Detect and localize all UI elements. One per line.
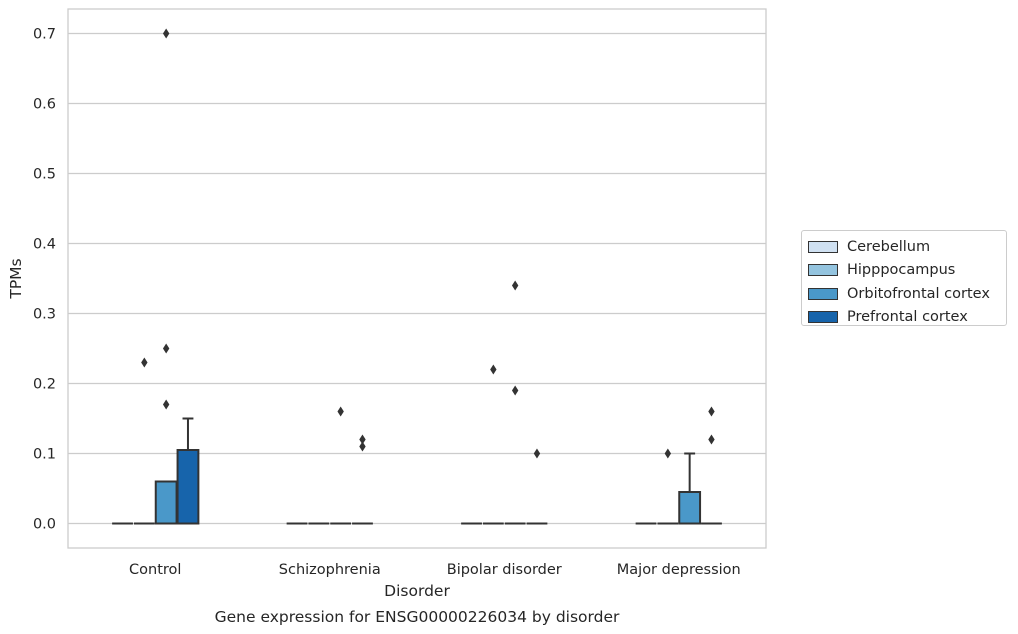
outlier-point bbox=[162, 343, 170, 354]
chart-title: Gene expression for ENSG00000226034 by d… bbox=[215, 608, 620, 626]
outlier-point bbox=[359, 441, 366, 452]
legend-item-orbitofrontal-cortex: Orbitofrontal cortex bbox=[808, 282, 1006, 306]
legend-item-prefrontal-cortex: Prefrontal cortex bbox=[808, 306, 1006, 330]
x-tick-label: Bipolar disorder bbox=[447, 562, 562, 578]
outlier-point bbox=[162, 399, 170, 410]
legend-item-cerebellum: Cerebellum bbox=[808, 235, 1006, 259]
outliers bbox=[141, 28, 715, 459]
legend-swatch bbox=[808, 264, 838, 277]
outlier-point bbox=[162, 28, 170, 39]
legend-swatch bbox=[808, 240, 838, 253]
box-orbitofrontal-cortex bbox=[678, 452, 702, 525]
box-body bbox=[678, 491, 702, 525]
box-prefrontal-cortex bbox=[176, 417, 200, 525]
outlier-point bbox=[511, 280, 519, 291]
legend-label: Cerebellum bbox=[847, 238, 931, 255]
outlier-point bbox=[664, 448, 672, 459]
outlier-point bbox=[359, 434, 366, 445]
y-tick-label: 0.2 bbox=[33, 377, 56, 393]
boxes bbox=[112, 417, 722, 525]
plot-area bbox=[67, 8, 767, 549]
x-axis-ticks: Control Schizophrenia Bipolar disorder Majo… bbox=[129, 562, 741, 578]
outlier-point bbox=[533, 448, 541, 459]
y-axis-ticks: 0.0 0.1 0.2 0.3 0.4 0.5 0.6 0.7 bbox=[33, 27, 56, 533]
x-tick-label: Schizophrenia bbox=[279, 562, 381, 578]
outlier-point bbox=[511, 385, 519, 396]
box-body bbox=[176, 449, 200, 525]
legend-item-hippocampus: Hipppocampus bbox=[808, 259, 1006, 283]
outlier-point bbox=[708, 406, 715, 417]
y-tick-label: 0.7 bbox=[33, 27, 56, 43]
legend: Cerebellum Hipppocampus Orbitofrontal co… bbox=[801, 230, 1007, 326]
outlier-point bbox=[490, 364, 497, 375]
legend-label: Prefrontal cortex bbox=[847, 309, 968, 326]
y-tick-label: 0.5 bbox=[33, 167, 56, 183]
y-tick-label: 0.1 bbox=[33, 447, 56, 463]
grid-lines bbox=[68, 32, 766, 525]
x-tick-label: Major depression bbox=[617, 562, 741, 578]
legend-swatch bbox=[808, 287, 838, 300]
y-tick-label: 0.3 bbox=[33, 307, 56, 323]
legend-label: Hipppocampus bbox=[847, 262, 956, 279]
legend-swatch bbox=[808, 311, 838, 324]
x-axis-label: Disorder bbox=[384, 582, 450, 600]
y-tick-label: 0.6 bbox=[33, 97, 56, 113]
y-tick-label: 0.0 bbox=[33, 517, 56, 533]
legend-label: Orbitofrontal cortex bbox=[847, 285, 990, 302]
outlier-point bbox=[337, 406, 344, 417]
outlier-point bbox=[141, 357, 148, 368]
y-axis-label: TPMs bbox=[7, 258, 25, 299]
x-tick-label: Control bbox=[129, 562, 181, 578]
y-tick-label: 0.4 bbox=[33, 237, 56, 253]
outlier-point bbox=[708, 434, 715, 445]
box-body bbox=[154, 480, 178, 525]
box-orbitofrontal-cortex bbox=[154, 480, 178, 525]
